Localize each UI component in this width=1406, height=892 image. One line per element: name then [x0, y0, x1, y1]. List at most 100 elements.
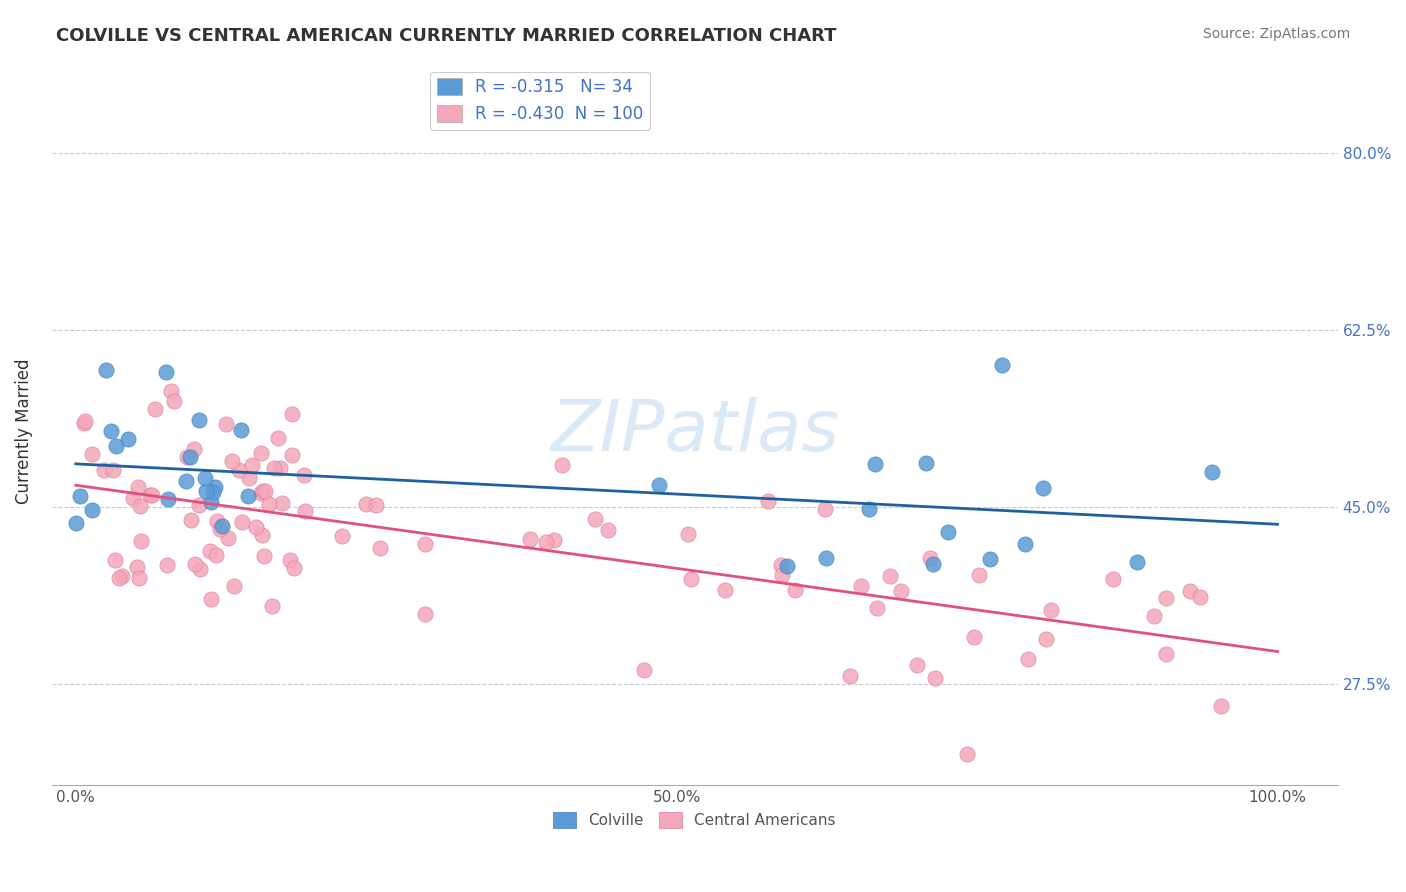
- Point: [281, 408, 304, 422]
- Point: [921, 557, 943, 571]
- Point: [858, 502, 880, 516]
- Point: [174, 474, 197, 488]
- Point: [129, 534, 152, 549]
- Point: [188, 413, 211, 427]
- Point: [955, 747, 977, 761]
- Point: [184, 558, 207, 572]
- Point: [1014, 537, 1036, 551]
- Point: [221, 454, 243, 468]
- Point: [80, 502, 103, 516]
- Point: [194, 484, 217, 499]
- Point: [240, 458, 263, 472]
- Point: [157, 491, 180, 506]
- Point: [292, 468, 315, 483]
- Point: [96, 363, 118, 377]
- Point: [100, 424, 122, 438]
- Point: [217, 531, 239, 545]
- Point: [879, 569, 901, 583]
- Point: [257, 497, 280, 511]
- Point: [69, 489, 91, 503]
- Point: [866, 600, 889, 615]
- Point: [1102, 573, 1125, 587]
- Point: [236, 489, 259, 503]
- Point: [915, 456, 938, 470]
- Point: [125, 559, 148, 574]
- Point: [598, 523, 620, 537]
- Point: [714, 582, 737, 597]
- Point: [271, 496, 294, 510]
- Point: [263, 460, 285, 475]
- Y-axis label: Currently Married: Currently Married: [15, 359, 32, 504]
- Point: [155, 364, 177, 378]
- Point: [103, 463, 125, 477]
- Point: [105, 439, 128, 453]
- Point: [368, 541, 391, 555]
- Point: [770, 567, 793, 582]
- Point: [194, 471, 217, 485]
- Point: [231, 515, 253, 529]
- Point: [330, 529, 353, 543]
- Point: [80, 447, 103, 461]
- Point: [756, 494, 779, 508]
- Point: [543, 533, 565, 547]
- Point: [269, 460, 291, 475]
- Point: [252, 484, 274, 499]
- Point: [73, 416, 96, 430]
- Point: [208, 522, 231, 536]
- Point: [294, 504, 316, 518]
- Point: [139, 488, 162, 502]
- Point: [776, 558, 799, 573]
- Point: [278, 553, 301, 567]
- Point: [200, 591, 222, 606]
- Point: [991, 358, 1014, 372]
- Point: [107, 571, 129, 585]
- Point: [93, 463, 115, 477]
- Point: [128, 571, 150, 585]
- Point: [129, 499, 152, 513]
- Point: [863, 457, 886, 471]
- Point: [250, 486, 273, 500]
- Point: [141, 488, 163, 502]
- Point: [176, 450, 198, 465]
- Point: [534, 535, 557, 549]
- Point: [364, 498, 387, 512]
- Point: [1039, 603, 1062, 617]
- Point: [936, 524, 959, 539]
- Point: [1142, 608, 1164, 623]
- Point: [253, 483, 276, 498]
- Point: [1126, 555, 1149, 569]
- Point: [413, 607, 436, 621]
- Point: [519, 533, 541, 547]
- Point: [551, 458, 574, 472]
- Point: [250, 446, 273, 460]
- Point: [204, 480, 226, 494]
- Point: [413, 537, 436, 551]
- Point: [354, 497, 377, 511]
- Point: [231, 424, 253, 438]
- Point: [187, 498, 209, 512]
- Point: [250, 528, 273, 542]
- Point: [633, 664, 655, 678]
- Point: [266, 431, 288, 445]
- Point: [65, 516, 87, 530]
- Point: [783, 582, 806, 597]
- Point: [890, 584, 912, 599]
- Point: [838, 669, 860, 683]
- Point: [1035, 632, 1057, 647]
- Text: ZIPatlas: ZIPatlas: [550, 397, 839, 466]
- Point: [648, 478, 671, 492]
- Point: [127, 480, 149, 494]
- Point: [117, 432, 139, 446]
- Point: [924, 671, 946, 685]
- Point: [190, 562, 212, 576]
- Point: [228, 463, 250, 477]
- Point: [979, 552, 1001, 566]
- Point: [73, 414, 96, 428]
- Legend: Colville, Central Americans: Colville, Central Americans: [547, 805, 842, 834]
- Point: [238, 471, 260, 485]
- Point: [260, 599, 283, 613]
- Point: [180, 513, 202, 527]
- Point: [253, 549, 276, 564]
- Point: [215, 417, 238, 432]
- Point: [222, 579, 245, 593]
